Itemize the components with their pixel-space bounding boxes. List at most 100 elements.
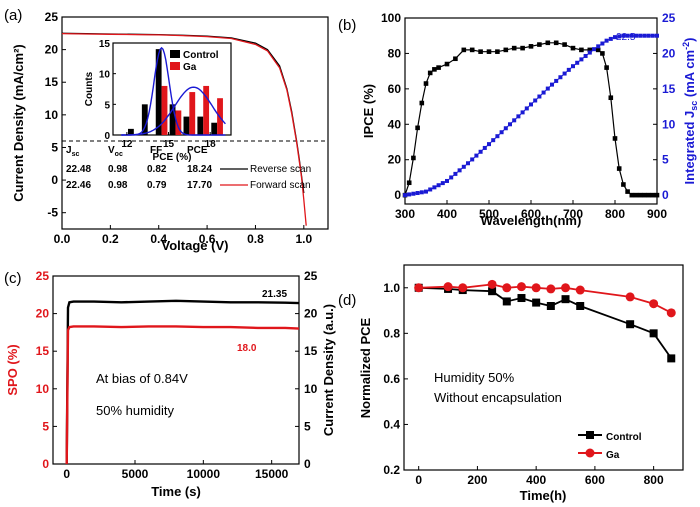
ipce-marker bbox=[511, 45, 517, 51]
panel-d-ylabel: Normalized PCE bbox=[358, 317, 373, 418]
ga-marker bbox=[561, 283, 571, 293]
x-tick-label: 500 bbox=[479, 207, 499, 221]
jsc-marker bbox=[545, 86, 550, 91]
jsc-marker bbox=[600, 41, 605, 46]
jsc-marker bbox=[470, 157, 475, 162]
jsc-marker bbox=[482, 145, 487, 150]
ipce-marker bbox=[528, 44, 534, 49]
jsc-marker bbox=[550, 82, 554, 87]
param-table: Jsc Voc FF PCE 22.48 0.98 0.82 18.24 22.… bbox=[66, 145, 311, 191]
ipce-line bbox=[404, 42, 657, 196]
ipce-marker bbox=[625, 189, 630, 194]
y-tick-label: 5 bbox=[42, 419, 49, 433]
panel-b-xlabel: Wavelength(nm) bbox=[481, 213, 582, 228]
jsc-marker bbox=[436, 183, 441, 188]
jsc-marker bbox=[608, 36, 613, 41]
current-value-label: 21.35 bbox=[262, 289, 287, 300]
jsc-marker bbox=[487, 142, 491, 147]
jsc-marker bbox=[524, 106, 529, 111]
y-tick-label: 20 bbox=[36, 307, 50, 321]
y-tick-label: 0.2 bbox=[383, 463, 400, 477]
x-tick-label: 700 bbox=[563, 207, 583, 221]
inset-y-tick-label: 0 bbox=[104, 131, 110, 142]
ipce-marker bbox=[600, 51, 605, 56]
ipce-marker bbox=[406, 180, 412, 186]
y-tick-label: 100 bbox=[381, 11, 401, 25]
x-tick-label: 600 bbox=[585, 473, 605, 487]
control-marker bbox=[667, 354, 676, 363]
inset-legend-control: Control bbox=[183, 50, 219, 61]
jsc-marker bbox=[461, 164, 466, 169]
y-tick-label: 15 bbox=[36, 344, 50, 358]
y-tick-label: 20 bbox=[45, 43, 59, 57]
ipce-marker bbox=[654, 192, 660, 198]
table-header-ff: FF bbox=[150, 145, 162, 156]
x-tick-label: 0.0 bbox=[54, 232, 71, 246]
jsc-marker bbox=[537, 94, 542, 99]
y-tick-label: 0.6 bbox=[383, 372, 400, 386]
panel-b-ylabel: IPCE (%) bbox=[361, 84, 376, 138]
panel-c-xlabel: Time (s) bbox=[151, 484, 201, 499]
jsc-marker bbox=[558, 75, 563, 80]
y-tick-label: 0 bbox=[42, 457, 49, 471]
x-tick-label: 300 bbox=[395, 207, 415, 221]
control-marker bbox=[626, 320, 635, 329]
y2-tick-label: 20 bbox=[662, 46, 676, 60]
ipce-marker bbox=[478, 49, 483, 54]
x-tick-label: 0.4 bbox=[150, 232, 167, 246]
jsc-marker bbox=[445, 178, 449, 183]
jsc-marker bbox=[419, 190, 424, 195]
ga-marker bbox=[443, 282, 453, 292]
y2-tick-label: 25 bbox=[304, 269, 318, 283]
y2-tick-label: 20 bbox=[304, 307, 318, 321]
ipce-marker bbox=[436, 65, 441, 70]
jsc-marker bbox=[541, 90, 546, 95]
histogram-bar-control bbox=[127, 128, 134, 135]
jsc-marker bbox=[466, 161, 470, 166]
jsc-marker bbox=[503, 126, 508, 131]
ipce-marker bbox=[432, 67, 437, 72]
ipce-marker bbox=[629, 192, 635, 198]
ipce-marker bbox=[469, 47, 475, 53]
ga-marker bbox=[414, 283, 424, 293]
ipce-marker bbox=[495, 49, 500, 54]
legend-control-marker bbox=[586, 431, 594, 439]
jsc-marker bbox=[650, 33, 655, 38]
jsc-marker bbox=[625, 33, 630, 38]
jsc-marker bbox=[428, 187, 433, 192]
y2-tick-label: 5 bbox=[304, 419, 311, 433]
table-cell: 17.70 bbox=[187, 180, 212, 191]
control-marker bbox=[546, 302, 555, 310]
ipce-marker bbox=[453, 56, 458, 62]
y-tick-label: 0 bbox=[51, 173, 58, 187]
ga-marker bbox=[516, 282, 526, 292]
ipce-marker bbox=[562, 42, 567, 47]
jsc-marker bbox=[533, 98, 538, 103]
ipce-marker bbox=[461, 47, 467, 53]
jsc-marker bbox=[411, 191, 416, 196]
table-header-jsc: Jsc bbox=[66, 145, 79, 158]
y-tick-label: 1.0 bbox=[383, 281, 400, 295]
ga-marker bbox=[546, 284, 556, 294]
inset-y-tick-label: 10 bbox=[99, 70, 111, 81]
jsc-annotation: 22.5 bbox=[616, 32, 636, 43]
y2-tick-label: 0 bbox=[662, 188, 669, 202]
jsc-marker bbox=[457, 168, 462, 173]
ipce-marker bbox=[570, 45, 576, 51]
x-tick-label: 0 bbox=[415, 473, 422, 487]
jsc-marker bbox=[634, 33, 638, 38]
y-tick-label: 25 bbox=[45, 10, 59, 24]
histogram-bar-control bbox=[155, 49, 162, 136]
jsc-marker bbox=[629, 33, 634, 38]
jsc-line bbox=[404, 35, 657, 196]
x-tick-label: 800 bbox=[605, 207, 625, 221]
legend-ga-marker bbox=[585, 448, 595, 458]
jsc-marker bbox=[579, 57, 584, 62]
panel-c-ylabel: SPO (%) bbox=[5, 344, 20, 395]
inset-histogram: 12 15 18 0 5 10 15 PCE (%) Counts Control Ga bbox=[84, 39, 232, 163]
jsc-marker bbox=[655, 33, 659, 38]
panel-a-ylabel: Current Density (mA/cm²) bbox=[11, 44, 26, 201]
x-tick-label: 0 bbox=[63, 467, 70, 481]
jsc-marker bbox=[491, 138, 496, 143]
ipce-marker bbox=[587, 47, 593, 53]
